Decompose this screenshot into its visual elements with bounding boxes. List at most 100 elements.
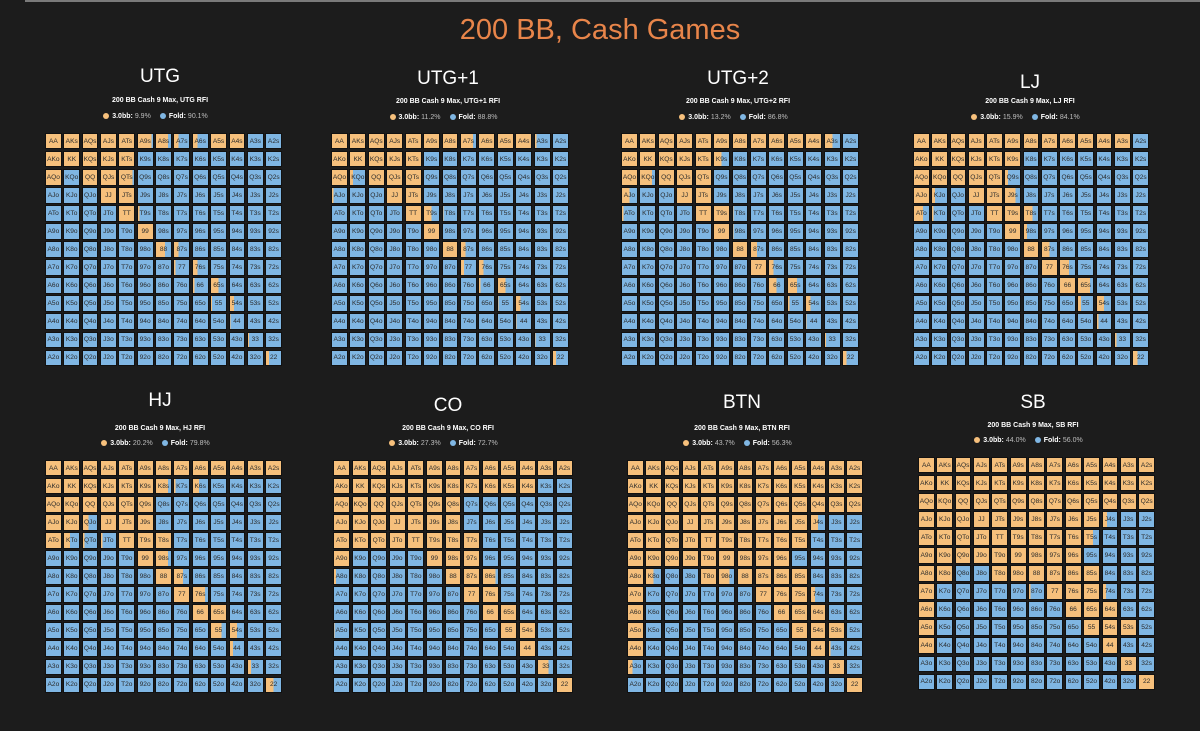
hand-cell[interactable]: KTo	[936, 529, 954, 546]
hand-cell[interactable]: 87o	[444, 586, 462, 603]
hand-cell[interactable]: 77	[750, 259, 767, 276]
hand-cell[interactable]: KTs	[118, 478, 136, 495]
hand-cell[interactable]: 77	[173, 586, 191, 603]
hand-cell[interactable]: 62o	[1064, 673, 1082, 690]
hand-cell[interactable]: 82o	[155, 676, 172, 693]
hand-cell[interactable]: J5o	[388, 622, 406, 639]
hand-cell[interactable]: J5o	[973, 619, 990, 636]
hand-cell[interactable]: 84o	[736, 640, 754, 657]
hand-cell[interactable]: J3s	[1114, 187, 1131, 204]
hand-cell[interactable]: 84o	[731, 313, 749, 330]
hand-cell[interactable]: 22	[552, 349, 569, 366]
hand-cell[interactable]: AJo	[621, 187, 638, 204]
hand-cell[interactable]: K6o	[931, 277, 948, 294]
hand-cell[interactable]: J7o	[676, 259, 694, 276]
hand-cell[interactable]: J3o	[100, 331, 117, 348]
hand-cell[interactable]: 42o	[805, 349, 823, 366]
hand-cell[interactable]: Q6o	[81, 277, 99, 294]
hand-cell[interactable]: K6o	[351, 604, 369, 621]
hand-cell[interactable]: 75s	[210, 586, 227, 603]
hand-cell[interactable]: AQs	[657, 133, 675, 150]
hand-cell[interactable]: J2s	[1132, 187, 1149, 204]
hand-cell[interactable]: A5o	[45, 622, 62, 639]
hand-cell[interactable]: 85o	[736, 622, 754, 639]
hand-cell[interactable]: 93o	[1004, 331, 1022, 348]
hand-cell[interactable]: KJo	[936, 511, 954, 528]
hand-cell[interactable]: 66	[478, 277, 496, 294]
hand-cell[interactable]: 52s	[265, 295, 282, 312]
hand-cell[interactable]: KK	[639, 151, 657, 168]
hand-cell[interactable]: K5s	[786, 151, 804, 168]
hand-cell[interactable]: K7s	[463, 478, 481, 495]
hand-cell[interactable]: A4o	[913, 313, 930, 330]
hand-cell[interactable]: 64s	[515, 277, 533, 294]
hand-cell[interactable]: 76s	[1059, 259, 1076, 276]
hand-cell[interactable]: 92o	[136, 349, 154, 366]
hand-cell[interactable]: 84o	[155, 313, 172, 330]
hand-cell[interactable]: KTs	[986, 151, 1003, 168]
hand-cell[interactable]: 84s	[518, 568, 536, 585]
hand-cell[interactable]: J4s	[1101, 511, 1119, 528]
hand-cell[interactable]: 33	[246, 658, 264, 675]
hand-cell[interactable]: 75o	[463, 622, 481, 639]
hand-cell[interactable]: T4s	[515, 205, 533, 222]
hand-cell[interactable]: 54o	[210, 640, 227, 657]
hand-cell[interactable]: 32o	[828, 676, 845, 693]
hand-cell[interactable]: A3s	[1119, 457, 1137, 474]
hand-cell[interactable]: 86o	[1022, 277, 1040, 294]
hand-cell[interactable]: 65o	[478, 295, 496, 312]
hand-cell[interactable]: 94s	[228, 223, 246, 240]
hand-cell[interactable]: KTs	[694, 151, 712, 168]
hand-cell[interactable]: AKs	[349, 133, 367, 150]
hand-cell[interactable]: K5s	[1077, 151, 1095, 168]
hand-cell[interactable]: 64o	[1059, 313, 1076, 330]
hand-cell[interactable]: K4s	[809, 478, 827, 495]
hand-cell[interactable]: A3s	[533, 133, 551, 150]
hand-cell[interactable]: 74o	[460, 313, 477, 330]
hand-cell[interactable]: J7o	[681, 586, 699, 603]
hand-cell[interactable]: T2s	[552, 205, 569, 222]
hand-cell[interactable]: A2o	[913, 349, 930, 366]
hand-cell[interactable]: QJs	[100, 169, 117, 186]
hand-cell[interactable]: 86s	[478, 241, 496, 258]
hand-cell[interactable]: K2s	[842, 151, 859, 168]
hand-cell[interactable]: QTs	[118, 169, 136, 186]
hand-cell[interactable]: K9s	[713, 151, 730, 168]
hand-cell[interactable]: KJs	[967, 151, 985, 168]
hand-cell[interactable]: 65s	[1077, 277, 1095, 294]
hand-cell[interactable]: 76o	[173, 604, 191, 621]
hand-cell[interactable]: 73s	[246, 586, 264, 603]
hand-cell[interactable]: 55	[786, 295, 804, 312]
hand-cell[interactable]: 22	[265, 349, 282, 366]
hand-cell[interactable]: T6o	[986, 277, 1003, 294]
hand-cell[interactable]: 96o	[718, 604, 736, 621]
hand-cell[interactable]: 85o	[1028, 619, 1045, 636]
hand-cell[interactable]: TT	[991, 529, 1009, 546]
hand-cell[interactable]: T8o	[694, 241, 712, 258]
hand-cell[interactable]: 32o	[537, 676, 555, 693]
hand-cell[interactable]: 32s	[842, 331, 859, 348]
hand-cell[interactable]: T7s	[1046, 529, 1064, 546]
hand-cell[interactable]: Q2s	[1138, 493, 1155, 510]
hand-cell[interactable]: J3s	[537, 514, 555, 531]
hand-cell[interactable]: AKo	[621, 151, 638, 168]
hand-cell[interactable]: K5o	[639, 295, 657, 312]
hand-cell[interactable]: QJo	[81, 514, 99, 531]
hand-cell[interactable]: 44	[1101, 637, 1119, 654]
hand-cell[interactable]: 95o	[718, 622, 736, 639]
hand-cell[interactable]: 32o	[533, 349, 551, 366]
hand-cell[interactable]: 97s	[1040, 223, 1058, 240]
hand-cell[interactable]: 65s	[786, 277, 804, 294]
hand-cell[interactable]: Q4s	[518, 496, 536, 513]
hand-cell[interactable]: 83s	[823, 241, 841, 258]
hand-cell[interactable]: 54o	[496, 313, 514, 330]
hand-cell[interactable]: A2s	[552, 133, 569, 150]
hand-cell[interactable]: 94o	[425, 640, 443, 657]
hand-cell[interactable]: A6s	[191, 460, 209, 477]
hand-cell[interactable]: J6s	[768, 187, 786, 204]
hand-cell[interactable]: Q8s	[1028, 493, 1045, 510]
hand-cell[interactable]: 93o	[423, 331, 440, 348]
hand-cell[interactable]: T3s	[533, 205, 551, 222]
hand-cell[interactable]: KJs	[681, 478, 699, 495]
hand-cell[interactable]: 22	[265, 676, 282, 693]
